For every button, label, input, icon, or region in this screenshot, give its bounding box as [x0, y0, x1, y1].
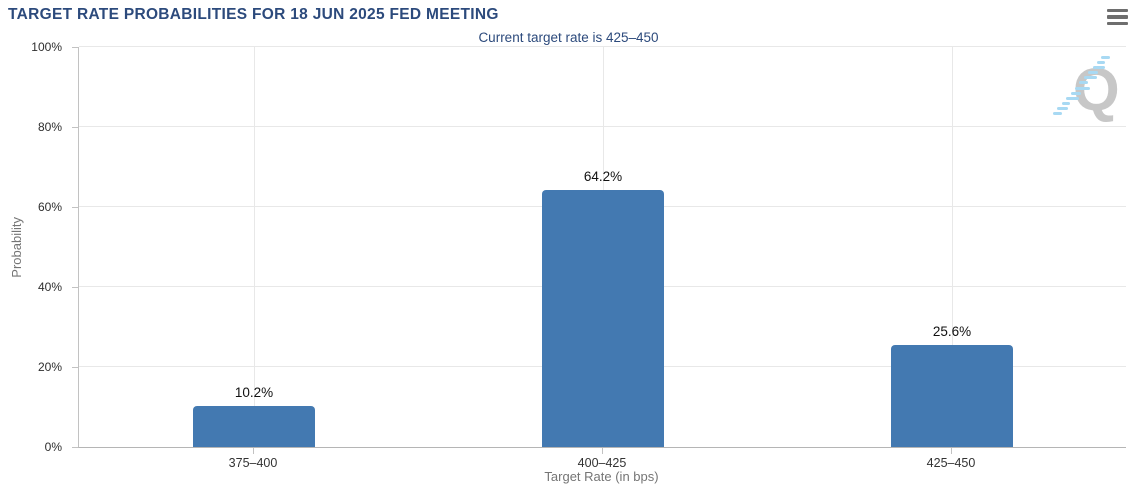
probability-bar[interactable]	[193, 406, 315, 447]
chart-subtitle: Current target rate is 425–450	[478, 30, 659, 45]
x-category-label: 425–450	[926, 456, 976, 470]
x-tick-mark	[951, 448, 952, 454]
y-tick-label: 80%	[37, 120, 62, 134]
x-category-label: 375–400	[228, 456, 278, 470]
x-axis-title: Target Rate (in bps)	[544, 469, 659, 484]
hamburger-icon	[1107, 9, 1128, 13]
y-tick-mark	[72, 447, 78, 448]
bar-value-label: 25.6%	[932, 324, 972, 339]
x-tick-mark	[253, 448, 254, 454]
hamburger-icon	[1107, 21, 1128, 25]
x-category-label: 400–425	[577, 456, 627, 470]
y-tick-mark	[72, 207, 78, 208]
y-tick-label: 20%	[37, 360, 62, 374]
bar-value-label: 64.2%	[583, 169, 623, 184]
probability-bar[interactable]	[542, 190, 664, 447]
y-gridline	[79, 46, 1126, 47]
probability-bar[interactable]	[891, 345, 1013, 447]
x-gridline	[254, 47, 255, 447]
y-tick-label: 100%	[31, 40, 62, 54]
y-axis-title: Probability	[8, 216, 24, 278]
y-tick-label: 40%	[37, 280, 62, 294]
bar-value-label: 10.2%	[234, 385, 274, 400]
y-tick-mark	[72, 47, 78, 48]
y-tick-mark	[72, 127, 78, 128]
x-tick-mark	[602, 448, 603, 454]
chart-title: TARGET RATE PROBABILITIES FOR 18 JUN 202…	[8, 6, 499, 23]
y-tick-label: 60%	[37, 200, 62, 214]
y-tick-mark	[72, 367, 78, 368]
x-gridline	[952, 47, 953, 447]
y-tick-mark	[72, 287, 78, 288]
y-tick-label: 0%	[44, 440, 62, 454]
y-gridline	[79, 126, 1126, 127]
plot-area: 10.2% 64.2% 25.6%	[78, 46, 1126, 448]
chart-context-menu-button[interactable]	[1107, 9, 1128, 25]
hamburger-icon	[1107, 15, 1128, 19]
